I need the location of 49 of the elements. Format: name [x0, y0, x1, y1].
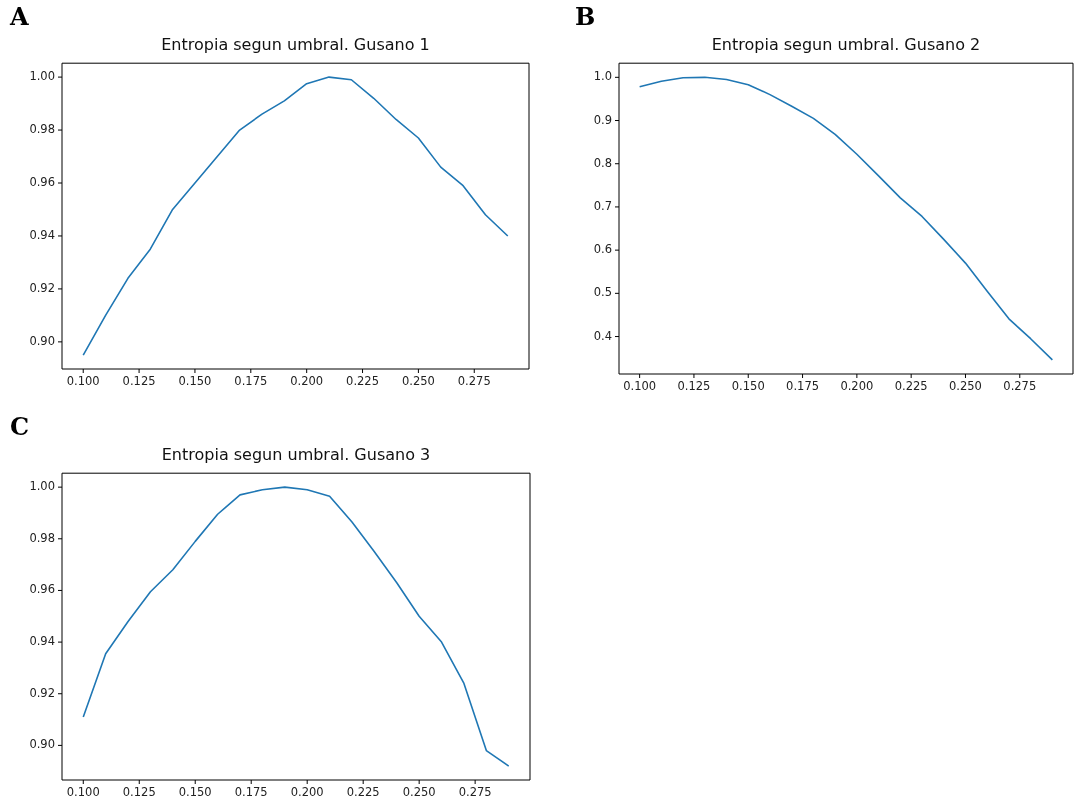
y-tick-label: 0.8	[593, 155, 612, 170]
y-tick-label: 0.7	[593, 198, 612, 213]
x-tick-label: 0.275	[458, 784, 492, 799]
x-tick-label: 0.250	[401, 373, 435, 388]
y-tick-label: 0.92	[29, 685, 55, 700]
x-tick-label: 0.225	[346, 373, 379, 388]
y-tick-label: 1.00	[29, 69, 55, 84]
x-tick-label: 0.100	[66, 784, 100, 799]
x-tick-label: 0.275	[1003, 378, 1037, 393]
x-tick-label: 0.200	[290, 784, 324, 799]
x-tick-label: 0.250	[949, 378, 982, 393]
y-tick-label: 0.94	[29, 227, 55, 242]
x-tick-label: 0.225	[346, 784, 380, 799]
y-tick-label: 0.6	[593, 242, 612, 257]
x-tick-label: 0.100	[623, 378, 657, 393]
y-tick-label: 0.4	[593, 328, 612, 343]
x-tick-label: 0.275	[457, 373, 491, 388]
x-tick-label: 0.175	[234, 373, 268, 388]
x-tick-label: 0.125	[122, 373, 156, 388]
y-tick-label: 0.5	[593, 285, 612, 300]
y-tick-label: 0.90	[29, 333, 55, 348]
x-tick-label: 0.125	[677, 378, 711, 393]
y-tick-label: 1.00	[29, 479, 55, 494]
x-tick-label: 0.150	[178, 784, 212, 799]
text: C	[10, 412, 30, 441]
x-tick-label: 0.200	[290, 373, 324, 388]
y-tick-label: 0.98	[29, 122, 55, 137]
x-tick-label: 0.200	[840, 378, 874, 393]
y-tick-label: 0.96	[29, 174, 55, 189]
chart-title: Entropia segun umbral. Gusano 2	[711, 34, 981, 54]
x-tick-label: 0.175	[786, 378, 820, 393]
x-tick-label: 0.175	[234, 784, 268, 799]
y-tick-label: 0.98	[29, 530, 55, 545]
y-tick-label: 0.96	[29, 582, 55, 597]
y-tick-label: 0.94	[29, 634, 55, 649]
x-tick-label: 0.125	[122, 784, 156, 799]
x-tick-label: 0.150	[178, 373, 212, 388]
chart-title: Entropia segun umbral. Gusano 3	[161, 444, 431, 464]
y-tick-label: 0.9	[593, 112, 612, 127]
text: B	[575, 2, 596, 31]
x-tick-label: 0.100	[66, 373, 100, 388]
x-tick-label: 0.225	[894, 378, 928, 393]
text: A	[10, 2, 29, 31]
chart-title: Entropia segun umbral. Gusano 1	[161, 34, 430, 54]
x-tick-label: 0.250	[402, 784, 436, 799]
y-tick-label: 1.0	[593, 69, 612, 84]
y-tick-label: 0.90	[29, 737, 55, 752]
y-tick-label: 0.92	[29, 280, 55, 295]
x-tick-label: 0.150	[731, 378, 765, 393]
